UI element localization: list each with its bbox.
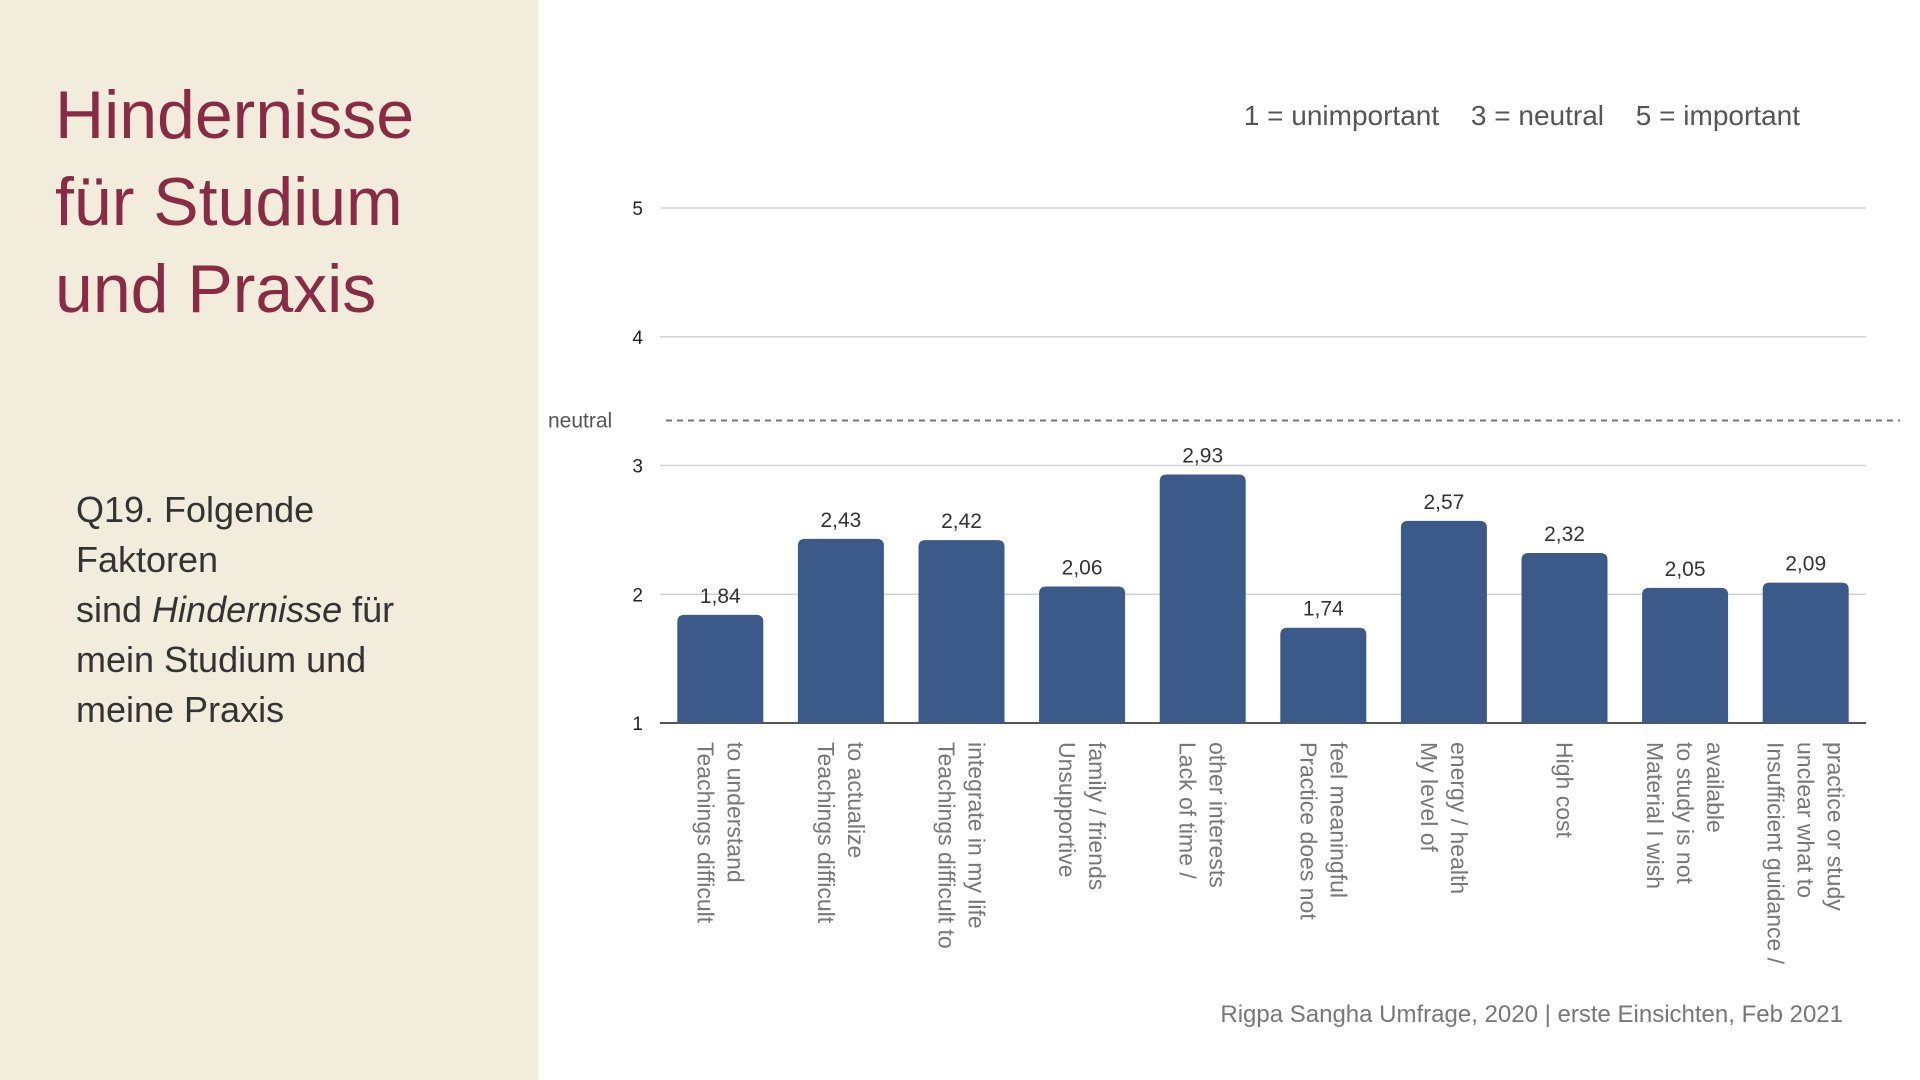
x-category-label-4-line-2: family / friends: [1084, 742, 1110, 890]
question-italic-term: Hindernisse: [152, 589, 343, 630]
bar-value-label-8: 2,32: [1544, 523, 1585, 546]
bar-value-label-10: 2,09: [1785, 553, 1826, 576]
bar-10: [1762, 582, 1849, 723]
x-category-label-10-line-1: Insufficient guidance /: [1763, 742, 1789, 965]
question-line-1: Q19. Folgende: [76, 489, 315, 530]
x-category-label-8: High cost: [1552, 742, 1578, 838]
x-category-label-1-line-1: Teachings difficult: [692, 742, 718, 924]
x-category-label-6-line-2: feel meaningful: [1325, 742, 1351, 898]
x-category-label-5-line-1: Lack of time /: [1175, 742, 1201, 879]
question-line-3-post: für: [342, 589, 395, 630]
title-line-3: und Praxis: [55, 251, 377, 327]
bar-2: [797, 538, 884, 723]
slide-title: Hindernisse für Studium und Praxis: [55, 72, 414, 333]
left-panel: Hindernisse für Studium und Praxis Q19. …: [0, 0, 538, 1080]
x-category-label-9-line-2: to study is not: [1672, 742, 1698, 885]
y-tick-label-1: 1: [632, 714, 643, 735]
x-category-label-9-line-3: available: [1702, 742, 1728, 833]
x-category-label-7-line-1: My level of: [1416, 742, 1442, 853]
bar-9: [1642, 587, 1729, 723]
title-line-2: für Studium: [55, 164, 403, 240]
bar-value-label-9: 2,05: [1665, 558, 1706, 581]
x-category-label-6-line-1: Practice does not: [1295, 742, 1321, 920]
scale-legend-item-1: 1 = unimportant: [1243, 100, 1440, 131]
neutral-reference-label: neutral: [548, 409, 612, 432]
bar-value-label-6: 1,74: [1303, 598, 1344, 621]
x-category-label-5: Lack of time / other interests: [1175, 742, 1231, 888]
x-category-label-10-line-2: unclear what to: [1793, 742, 1819, 898]
bar-value-label-3: 2,42: [941, 510, 982, 533]
x-category-label-2-line-1: Teachings difficult: [813, 742, 839, 924]
bar-7: [1400, 520, 1487, 723]
bar-1: [677, 614, 764, 723]
x-category-label-2: Teachings difficult to actualize: [813, 742, 869, 924]
x-category-label-1: Teachings difficult to understand: [692, 742, 748, 924]
bar-value-label-5: 2,93: [1182, 445, 1223, 468]
bar-value-label-4: 2,06: [1062, 557, 1103, 580]
question-line-4: mein Studium und: [76, 639, 367, 680]
bar-6: [1280, 627, 1367, 723]
bar-5: [1159, 474, 1246, 723]
question-line-3-pre: sind: [76, 589, 153, 630]
x-category-label-5-line-2: other interests: [1205, 742, 1231, 888]
y-tick-label-3: 3: [632, 457, 643, 478]
bar-3: [918, 540, 1005, 723]
x-category-label-9-line-1: Material I wish: [1642, 742, 1668, 889]
bar-4: [1039, 586, 1126, 723]
bar-value-label-7: 2,57: [1423, 491, 1464, 514]
x-category-label-6: Practice does not feel meaningful: [1295, 742, 1351, 920]
y-tick-label-5: 5: [632, 199, 643, 220]
x-category-label-10-line-3: practice or study: [1823, 742, 1849, 911]
y-tick-label-4: 4: [632, 328, 643, 349]
x-category-label-4-line-1: Unsupportive: [1054, 742, 1080, 878]
question-line-2: Faktoren: [76, 539, 219, 580]
x-category-label-7: My level of energy / health: [1416, 742, 1472, 894]
x-category-label-3-line-2: integrate in my life: [964, 742, 990, 929]
scale-legend: 1 = unimportant 3 = neutral 5 = importan…: [1000, 100, 1800, 132]
x-category-label-10: Insufficient guidance / unclear what to pr…: [1763, 742, 1849, 965]
question-line-5: meine Praxis: [76, 689, 285, 730]
y-tick-label-2: 2: [632, 585, 643, 606]
bar-value-label-2: 2,43: [820, 509, 861, 532]
x-category-label-1-line-2: to understand: [722, 742, 748, 883]
scale-legend-item-5: 5 = important: [1635, 100, 1800, 131]
scale-legend-item-3: 3 = neutral: [1470, 100, 1605, 131]
x-category-label-8-line-1: High cost: [1552, 742, 1578, 838]
x-category-label-7-line-2: energy / health: [1446, 742, 1472, 894]
x-category-label-3: Teachings difficult to integrate in my li…: [934, 742, 990, 949]
source-footer: Rigpa Sangha Umfrage, 2020 | erste Einsi…: [1220, 1001, 1843, 1028]
x-category-label-9: Material I wish to study is not available: [1642, 742, 1728, 889]
question-text: Q19. Folgende Faktoren sind Hindernisse …: [76, 485, 496, 735]
bar-value-label-1: 1,84: [700, 585, 741, 608]
x-category-label-4: Unsupportive family / friends: [1054, 742, 1110, 890]
question-line-3: sind Hindernisse für: [76, 585, 496, 635]
x-category-label-3-line-1: Teachings difficult to: [934, 742, 960, 949]
title-line-1: Hindernisse: [55, 77, 415, 153]
x-category-label-2-line-2: to actualize: [843, 742, 869, 858]
bar-8: [1521, 553, 1608, 723]
